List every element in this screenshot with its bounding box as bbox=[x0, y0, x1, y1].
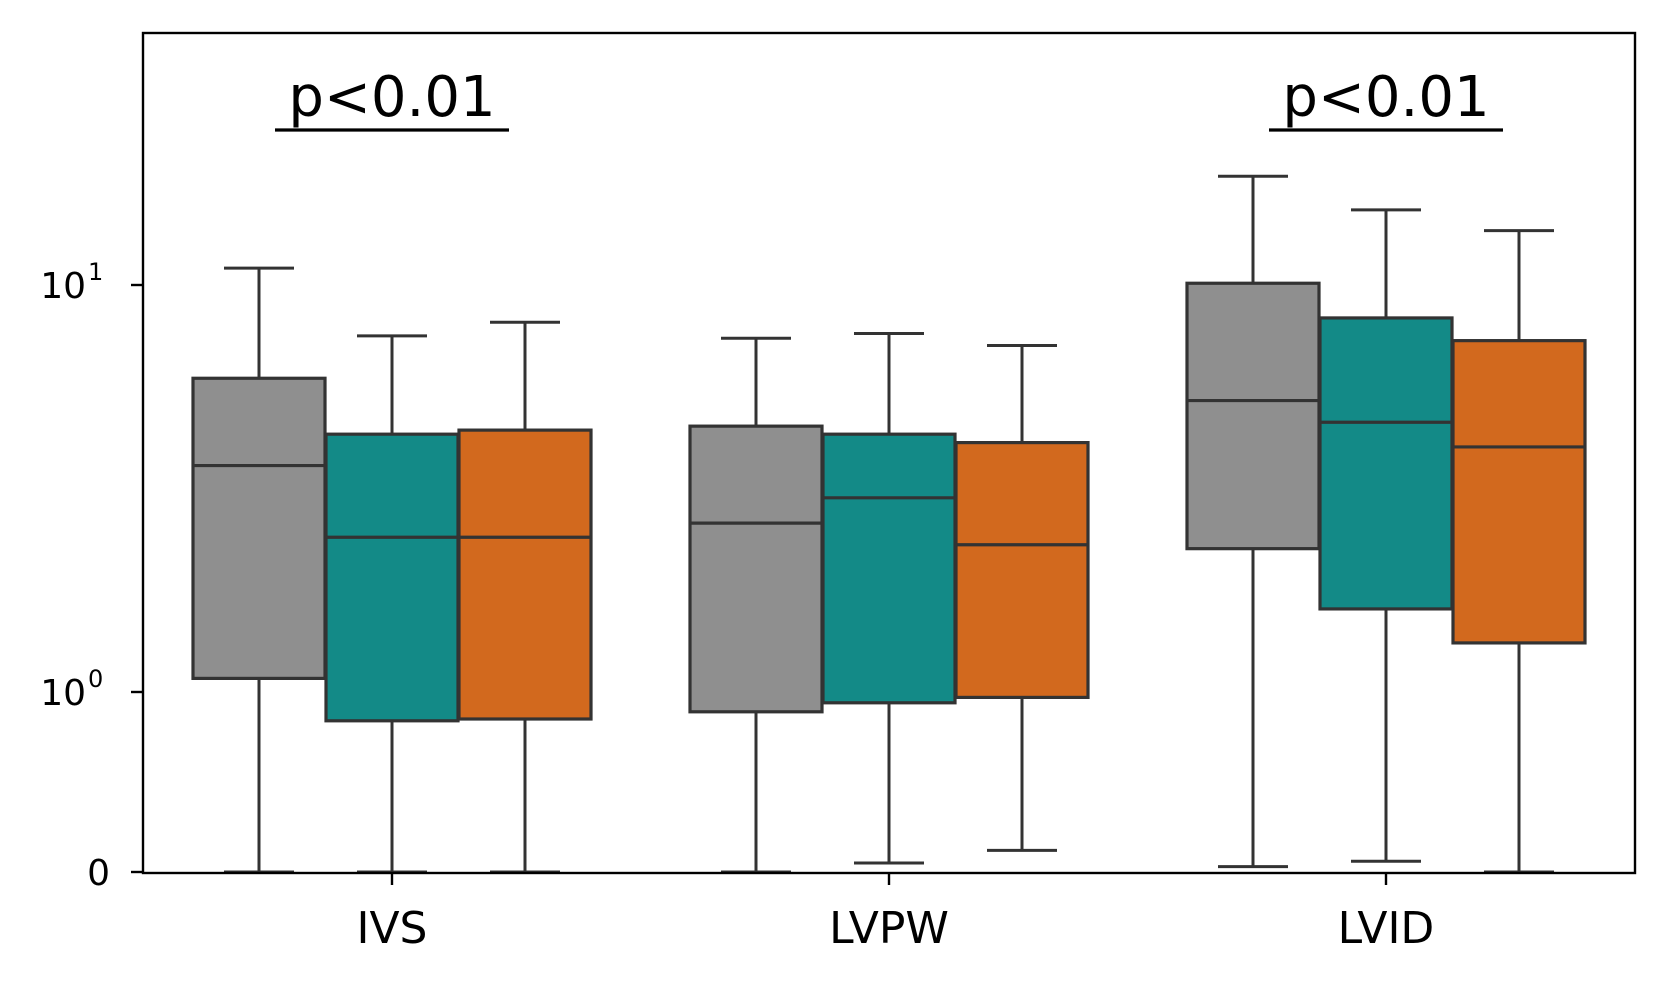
iqr-box bbox=[954, 440, 1090, 700]
y-tick-label-base: 10 bbox=[40, 266, 86, 307]
box-lvpw-group-3 bbox=[954, 344, 1090, 852]
y-tick-label-exponent: 0 bbox=[88, 665, 103, 693]
iqr-box bbox=[1185, 281, 1321, 551]
box-lvid-group-2 bbox=[1318, 208, 1454, 863]
x-tick-label-ivs: IVS bbox=[356, 903, 427, 954]
box-lvid-group-3 bbox=[1451, 229, 1587, 874]
iqr-box bbox=[1451, 339, 1587, 645]
y-tick-label-base: 10 bbox=[40, 673, 86, 714]
y-tick-label-exponent: 1 bbox=[88, 258, 103, 286]
annotation-layer: p<0.01 p<0.01 bbox=[275, 65, 1503, 132]
box-lvpw-group-2 bbox=[821, 332, 957, 865]
x-tick-label-lvid: LVID bbox=[1338, 903, 1435, 954]
box-ivs-group-3 bbox=[457, 320, 593, 874]
y-tick-label: 0 bbox=[87, 853, 110, 894]
box-lvpw-group-1 bbox=[688, 336, 824, 874]
significance-label: p<0.01 bbox=[1282, 65, 1489, 130]
x-tick-label-lvpw: LVPW bbox=[829, 903, 949, 954]
boxes-layer bbox=[191, 174, 1587, 874]
iqr-box bbox=[1318, 316, 1454, 611]
iqr-box bbox=[191, 376, 327, 680]
box-ivs-group-1 bbox=[191, 266, 327, 874]
iqr-box bbox=[324, 432, 460, 723]
significance-label: p<0.01 bbox=[288, 65, 495, 130]
iqr-box bbox=[457, 428, 593, 721]
box-ivs-group-2 bbox=[324, 334, 460, 874]
iqr-box bbox=[821, 432, 957, 705]
box-lvid-group-1 bbox=[1185, 174, 1321, 869]
iqr-box bbox=[688, 424, 824, 714]
